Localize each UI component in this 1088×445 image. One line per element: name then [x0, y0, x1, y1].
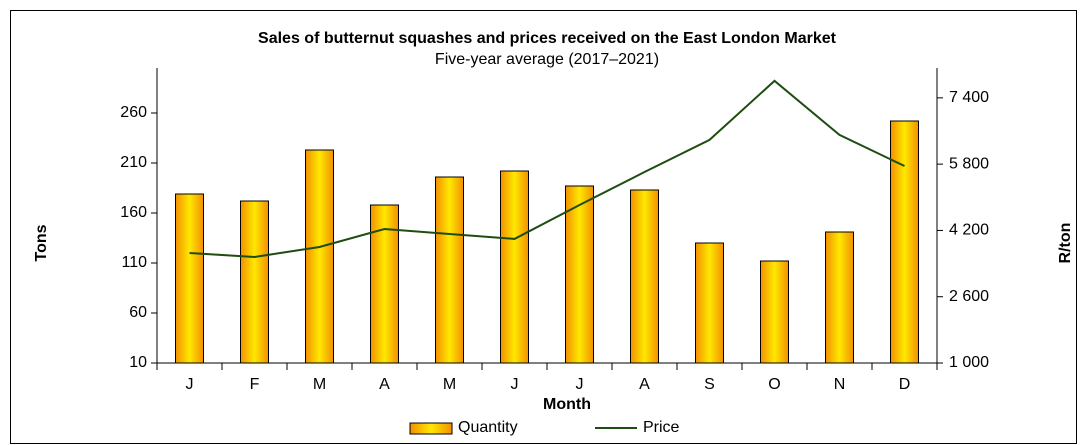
legend-label: Price	[643, 419, 680, 436]
bar	[240, 200, 269, 364]
y2-tick-label: 1 000	[949, 354, 989, 371]
bar	[825, 231, 854, 364]
x-tick-label: A	[379, 376, 390, 393]
y-tick-label: 10	[129, 354, 147, 371]
x-tick-label: J	[186, 376, 194, 393]
x-tick-label: O	[768, 376, 780, 393]
x-tick-label: N	[834, 376, 846, 393]
bar	[435, 176, 464, 364]
chart-title: Sales of butternut squashes and prices r…	[258, 30, 837, 47]
x-tick-label: J	[576, 376, 584, 393]
y2-axis-title: R/ton	[1057, 223, 1074, 264]
bar	[630, 189, 659, 364]
y-tick-label: 160	[120, 204, 147, 221]
bar	[890, 120, 919, 364]
y-tick-label: 60	[129, 304, 147, 321]
y-axis-title: Tons	[33, 224, 50, 261]
bar	[760, 260, 789, 364]
y-tick-label: 110	[121, 254, 147, 271]
x-tick-label: A	[639, 376, 650, 393]
bar	[695, 242, 724, 364]
y2-tick-label: 7 400	[949, 89, 989, 106]
bar	[305, 149, 334, 364]
y2-tick-label: 5 800	[949, 155, 989, 172]
y-tick-label: 210	[120, 154, 147, 171]
price-line	[189, 79, 905, 258]
legend-swatch	[409, 422, 453, 435]
bar	[175, 193, 204, 364]
y2-tick-label: 4 200	[949, 222, 989, 239]
y2-tick-label: 2 600	[949, 288, 989, 305]
x-tick-label: S	[704, 376, 715, 393]
x-tick-label: M	[443, 376, 456, 393]
x-tick-label: F	[250, 376, 260, 393]
x-tick-label: J	[511, 376, 519, 393]
y-tick-label: 260	[120, 104, 147, 121]
chart-subtitle: Five-year average (2017–2021)	[435, 51, 659, 68]
x-tick-label: M	[313, 376, 326, 393]
bar	[565, 185, 594, 364]
legend-label: Quantity	[458, 419, 518, 436]
x-axis-title: Month	[543, 396, 591, 413]
bar	[500, 170, 529, 364]
x-tick-label: D	[899, 376, 911, 393]
